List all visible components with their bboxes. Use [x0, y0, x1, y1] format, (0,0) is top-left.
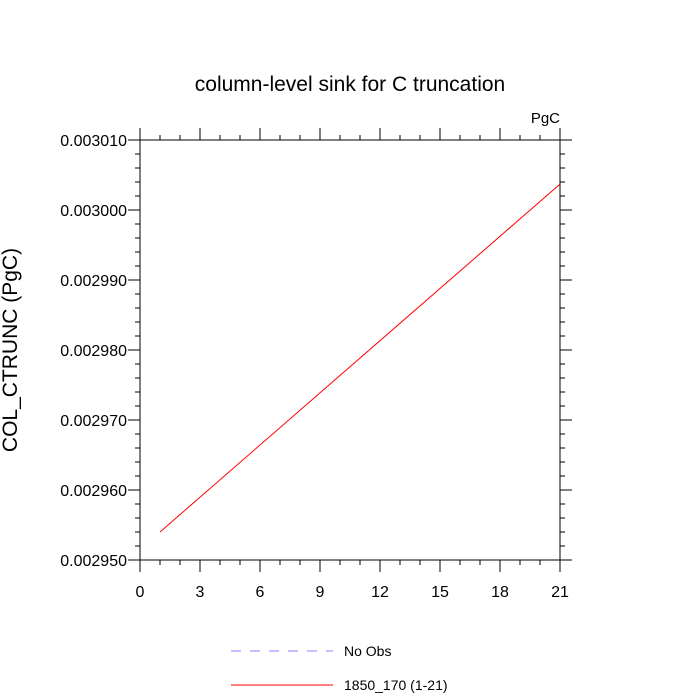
x-tick-label: 12 [371, 584, 389, 601]
y-tick-label: 0.003000 [60, 203, 127, 220]
x-tick-label: 0 [136, 584, 145, 601]
plot-border [139, 139, 561, 561]
legend-label: 1850_170 (1-21) [344, 677, 448, 693]
plot-frame [139, 139, 561, 561]
legend-label: No Obs [344, 643, 391, 659]
x-tick-label: 18 [491, 584, 509, 601]
legend: No Obs 1850_170 (1-21) [231, 643, 448, 693]
x-tick-label: 6 [256, 584, 265, 601]
series-line [159, 183, 561, 533]
y-tick-label: 0.002980 [60, 343, 127, 360]
y-tick-label: 0.003010 [60, 133, 127, 150]
x-tick-labels: 0 3 6 9 12 15 18 21 [136, 584, 569, 601]
y-tick-label: 0.002990 [60, 273, 127, 290]
y-tick-labels: 0.002950 0.002960 0.002970 0.002980 0.002990… [60, 133, 127, 570]
x-tick-label: 15 [431, 584, 449, 601]
minor-ticks [135, 135, 565, 565]
series-layer [159, 183, 561, 533]
x-tick-label: 21 [551, 584, 569, 601]
y-axis-title: COL_CTRUNC (PgC) [0, 248, 22, 452]
units-label: PgC [531, 110, 560, 127]
y-tick-label: 0.002960 [60, 483, 127, 500]
x-tick-label: 3 [196, 584, 205, 601]
chart-title: column-level sink for C truncation [195, 73, 505, 96]
y-tick-label: 0.002970 [60, 413, 127, 430]
x-tick-label: 9 [316, 584, 325, 601]
y-tick-label: 0.002950 [60, 553, 127, 570]
major-ticks [128, 128, 572, 572]
